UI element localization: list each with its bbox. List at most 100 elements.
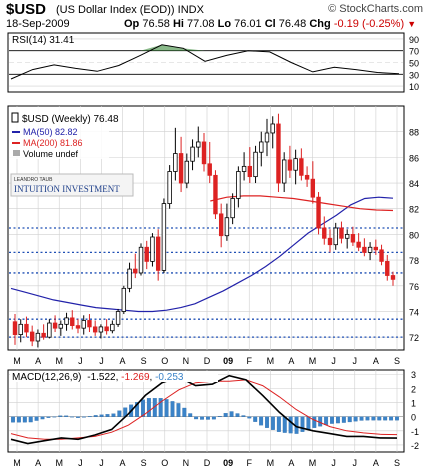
candle-body [218,213,224,237]
macd-tick-label: -1 [411,427,419,437]
candle-body [259,141,264,153]
macd-histogram-bar [383,416,388,421]
month-labels-top: M A M J J A S O N D 09 F M A M J J A S [13,356,400,366]
macd-legend: MACD(12,26,9) -1.522, -1.269, -0.253 [12,372,184,383]
rsi-tick-label: 30 [409,70,419,80]
macd-histogram-bar [395,416,399,421]
candle-body [287,159,293,171]
ohlc-readout: Op 76.58 Hi 77.08 Lo 76.01 Cl 76.48 Chg … [124,18,416,30]
candle-body [390,275,396,280]
candle-body [367,246,373,253]
macd-tick-label: 1 [411,399,416,409]
price-tick-label: 82 [409,205,419,215]
candle-body [310,178,316,198]
candle-body [293,158,298,171]
month-label: A [373,458,379,468]
macd-histogram-bar [389,416,394,421]
legend-title: $USD (Weekly) 76.48 [22,114,119,125]
legend-bg [9,107,109,159]
macd-tick-label: 0 [411,413,416,423]
macd-histogram-bar [28,416,33,423]
legend-ma200: MA(200) 81.86 [23,138,83,148]
macd-histogram-bar [64,415,69,417]
candle-body [299,158,304,176]
month-label: J [99,356,104,366]
symbol-name: (US Dollar Index (EOD)) INDX [56,4,204,16]
macd-histogram-bar [87,416,92,418]
candle-body [127,268,132,289]
month-label: J [331,458,336,468]
candle-body [144,246,149,262]
month-label: S [394,458,400,468]
price-panel: 72 74 76 78 80 82 84 86 88 $USD (Weekly) 76.48 M… [7,105,419,351]
month-label: M [55,458,63,468]
macd-histogram-bar [16,416,21,423]
candle-body [270,123,275,134]
candle-body [339,227,344,239]
macd-histogram-bar [164,399,169,417]
month-labels-bottom: M A M J J A S O N D 09 F M A M J J A S [13,458,400,468]
legend-ma50: MA(50) 82.82 [23,127,78,137]
signal-value: -1.269 [121,372,150,383]
candle-body [327,237,333,246]
month-label: J [78,458,83,468]
macd-histogram-bar [99,414,104,417]
macd-histogram-bar [211,416,216,420]
candle-body [264,132,270,143]
candle-body [121,287,127,312]
candle-body [47,322,52,338]
month-label: S [141,458,147,468]
candle-body [173,153,178,172]
macd-histogram-bar [34,416,39,421]
price-tick-label: 80 [409,230,419,240]
macd-value: -1.522 [87,372,116,383]
month-label: A [35,458,41,468]
macd-title: MACD(12,26,9) [12,372,81,383]
macd-histogram-bar [247,416,252,419]
macd-histogram-bar [141,399,145,417]
macd-histogram-bar [223,413,228,417]
macd-histogram-bar [58,415,63,417]
candle-body [356,241,361,248]
macd-histogram-bar [81,416,86,418]
price-tick-label: 74 [409,307,419,317]
month-label: F [246,356,252,366]
macd-histogram-bar [371,416,376,421]
macd-histogram-bar [359,416,364,421]
candle-body [110,323,115,332]
macd-histogram-bar [288,416,293,434]
macd-histogram-bar [270,416,275,430]
date-label: 18-Sep-2009 [6,18,70,30]
macd-line [10,374,398,445]
candle-body [133,268,138,274]
macd-histogram-bar [70,416,75,418]
macd-histogram-bar [22,416,27,423]
month-label: M [267,356,275,366]
change-label: Chg [309,18,331,30]
exchange-label: INDX [177,4,204,16]
macd-histogram-bar [335,416,340,424]
candle-body [167,171,172,204]
month-label: A [288,458,294,468]
candle-body [304,174,310,180]
candle-body [64,317,69,325]
macd-histogram-bar [324,416,329,425]
month-label: O [161,458,168,468]
candle-body [81,320,86,329]
candle-body [241,165,247,172]
price-legend: $USD (Weekly) 76.48 MA(50) 82.82 MA(200)… [9,107,119,159]
month-label: M [55,356,63,366]
month-label: A [120,356,126,366]
macd-histogram-bar [170,401,175,417]
candle-body [316,196,321,229]
candle-body [196,141,201,148]
candle-body [379,249,384,262]
macd-panel: -2 -1 0 1 2 3 MACD(12,26,9) -1.522, -1.269, -… [7,369,419,453]
legend-volume: Volume undef [23,149,79,159]
candle-body [362,246,367,253]
candle-body [138,246,144,274]
macd-histogram-bar [200,416,204,420]
watermark-line2: INTUITION INVESTMENT [14,184,120,194]
candle-body [322,227,327,239]
macd-histogram-bar [52,416,57,418]
